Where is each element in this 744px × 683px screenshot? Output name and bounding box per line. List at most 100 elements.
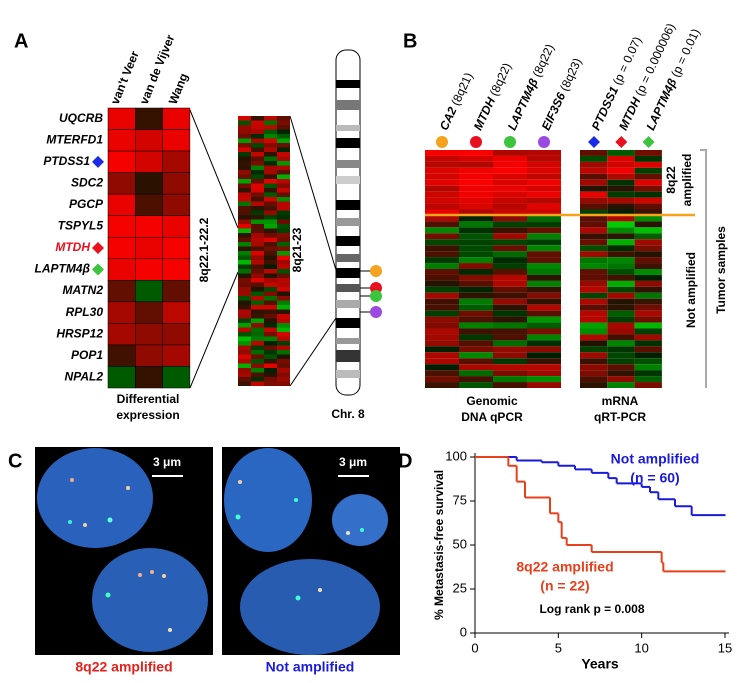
heatmap-cell	[277, 350, 290, 355]
heatmap-cell	[459, 364, 493, 371]
heatmap-cell	[459, 215, 493, 222]
heatmap-cell	[238, 161, 251, 166]
heatmap-cell	[580, 292, 608, 299]
heatmap-cell	[251, 156, 264, 161]
heatmap-cell	[607, 370, 635, 377]
gene-label: LAPTM4β	[35, 262, 91, 276]
heatmap-cell	[493, 251, 527, 258]
heatmap-cell	[634, 155, 662, 162]
heatmap-cell	[277, 314, 290, 319]
heatmap-cell	[135, 344, 163, 367]
heatmap-cell	[277, 255, 290, 260]
heatmap-cell	[264, 206, 277, 211]
caption: Differential	[117, 392, 180, 406]
heatmap-cell	[277, 372, 290, 377]
heatmap-cell	[277, 174, 290, 179]
heatmap-cell	[425, 239, 459, 246]
heatmap-cell	[135, 323, 163, 346]
heatmap-cell	[264, 210, 277, 215]
heatmap-cell	[277, 138, 290, 143]
heatmap-cell	[634, 227, 662, 234]
heatmap-cell	[238, 359, 251, 364]
heatmap-cell	[264, 363, 277, 368]
heatmap-cell	[264, 291, 277, 296]
heatmap-cell	[264, 341, 277, 346]
heatmap-cell	[251, 116, 264, 121]
heatmap-cell	[251, 350, 264, 355]
heatmap-cell	[277, 318, 290, 323]
heatmap-cell	[277, 179, 290, 184]
heatmap-cell	[527, 251, 561, 258]
heatmap-cell	[459, 179, 493, 186]
heatmap-cell	[607, 292, 635, 299]
heatmap-cell	[634, 292, 662, 299]
heatmap-cell	[607, 376, 635, 383]
marker	[370, 290, 382, 302]
heatmap-cell	[459, 382, 493, 388]
heatmap-cell	[580, 167, 608, 174]
heatmap-cell	[238, 152, 251, 157]
heatmap-cell	[527, 298, 561, 305]
heatmap-cell	[459, 269, 493, 275]
heatmap-cell	[493, 179, 527, 186]
caption: Not amplified	[266, 659, 355, 675]
heatmap-cell	[607, 233, 635, 240]
heatmap-cell	[425, 310, 459, 317]
heatmap-cell	[251, 282, 264, 287]
heatmap-cell	[107, 323, 136, 346]
gene-label: NPAL2	[65, 369, 104, 383]
heatmap-cell	[238, 134, 251, 139]
band	[336, 100, 360, 110]
heatmap-cell	[238, 273, 251, 278]
heatmap-cell	[493, 322, 527, 329]
heatmap-cell	[277, 192, 290, 197]
heatmap-cell	[238, 350, 251, 355]
heatmap-cell	[162, 258, 191, 281]
marker	[588, 136, 600, 148]
heatmap-cell	[264, 125, 277, 130]
marker	[470, 136, 482, 148]
heatmap-cell	[251, 206, 264, 211]
heatmap-cell	[277, 309, 290, 314]
heatmap-cell	[459, 286, 493, 293]
heatmap-cell	[238, 219, 251, 224]
gene-label: UQCRB	[59, 111, 103, 125]
heatmap-cell	[277, 143, 290, 148]
heatmap-cell	[634, 251, 662, 258]
heatmap-cell	[264, 246, 277, 251]
heatmap-cell	[264, 219, 277, 224]
gene-label: MATN2	[63, 283, 104, 297]
gene-name: MTDH	[616, 95, 643, 133]
heatmap-cell	[107, 172, 136, 195]
heatmap-cell	[238, 372, 251, 377]
heatmap-cell	[238, 251, 251, 256]
heatmap-cell	[251, 165, 264, 170]
heatmap-cell	[493, 286, 527, 293]
heatmap-cell	[425, 215, 459, 222]
heatmap-cell	[277, 273, 290, 278]
heatmap-cell	[264, 134, 277, 139]
heatmap-cell	[107, 366, 136, 389]
heatmap-cell	[493, 155, 527, 162]
heatmap-cell	[238, 323, 251, 328]
heatmap-cell	[634, 352, 662, 359]
heatmap-cell	[425, 376, 459, 383]
heatmap-cell	[162, 193, 191, 216]
heatmap-cell	[264, 318, 277, 323]
heatmap-cell	[580, 257, 608, 264]
region-label: 8q22.1-22.2	[197, 217, 211, 282]
heatmap-cell	[238, 224, 251, 229]
heatmap-cell	[264, 309, 277, 314]
heatmap-cell	[493, 150, 527, 156]
heatmap-cell	[527, 191, 561, 198]
heatmap-cell	[459, 334, 493, 341]
heatmap-cell	[493, 185, 527, 192]
caption: mRNA	[602, 394, 639, 408]
heatmap-cell	[634, 364, 662, 371]
caption: 8q22 amplified	[75, 659, 172, 675]
heatmap-cell	[264, 323, 277, 328]
heatmap-cell	[277, 381, 290, 386]
heatmap-cell	[634, 358, 662, 365]
heatmap-cell	[634, 209, 662, 216]
heatmap-cell	[251, 201, 264, 206]
